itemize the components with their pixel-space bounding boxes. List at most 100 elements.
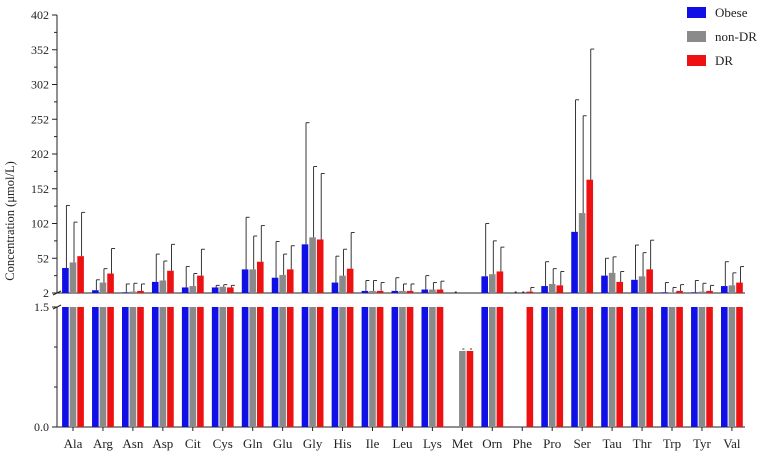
bar xyxy=(421,289,429,293)
bar xyxy=(99,282,107,293)
bar-lower xyxy=(586,307,594,427)
bar-lower xyxy=(271,307,279,427)
bar xyxy=(541,286,548,293)
bar xyxy=(586,179,594,293)
bar xyxy=(309,237,316,293)
bar xyxy=(376,290,384,293)
bar xyxy=(526,291,534,293)
bar-lower xyxy=(646,307,653,427)
x-tick-label: Met xyxy=(452,436,473,451)
bar-lower xyxy=(151,307,159,427)
y-tick-label: 102 xyxy=(31,217,49,231)
bar-lower xyxy=(369,307,376,427)
x-tick-label: Tyr xyxy=(693,436,712,451)
bar-lower xyxy=(227,307,234,427)
bar xyxy=(691,292,698,293)
bar-lower xyxy=(301,307,309,427)
bar xyxy=(429,289,436,293)
bar xyxy=(249,269,256,293)
bar-lower xyxy=(339,307,346,427)
y-tick-label: 352 xyxy=(31,43,49,57)
bar-lower xyxy=(496,307,504,427)
x-tick-label: Pro xyxy=(543,436,561,451)
bar xyxy=(578,213,586,293)
bar xyxy=(346,268,354,293)
bar xyxy=(159,280,167,293)
bar-lower xyxy=(309,307,316,427)
x-tick-label: Glu xyxy=(273,436,293,451)
bar xyxy=(616,281,623,293)
bar-lower xyxy=(676,307,683,427)
bar xyxy=(436,289,444,293)
x-tick-label: Tau xyxy=(602,436,622,451)
y-tick-label: 302 xyxy=(31,78,49,92)
bar xyxy=(406,290,414,293)
bar xyxy=(608,272,616,293)
bar xyxy=(227,287,234,293)
bar-lower xyxy=(219,307,227,427)
x-tick-label: Cys xyxy=(213,436,233,451)
bar xyxy=(257,261,264,293)
lower-panel: 1.5 0.0 xyxy=(34,300,745,434)
bar-lower xyxy=(361,307,369,427)
bar xyxy=(129,291,137,293)
bar-lower xyxy=(436,307,444,427)
bar-lower xyxy=(406,307,414,427)
bar xyxy=(736,282,743,293)
x-tick-label: His xyxy=(334,436,352,451)
bar xyxy=(361,290,369,293)
bar-lower xyxy=(167,307,174,427)
bar-lower xyxy=(137,307,144,427)
x-tick-label: Lys xyxy=(423,436,442,451)
bar-lower xyxy=(698,307,706,427)
bar xyxy=(638,276,646,293)
legend-label: non-DR xyxy=(715,29,757,44)
bar xyxy=(391,290,399,293)
bar xyxy=(189,286,197,293)
bar-lower xyxy=(728,307,736,427)
bar xyxy=(286,269,294,293)
bar-lower xyxy=(77,307,84,427)
bar xyxy=(661,292,668,293)
bar-lower xyxy=(92,307,99,427)
x-tick-label: Ser xyxy=(573,436,591,451)
bar-lower xyxy=(691,307,698,427)
bar-lower xyxy=(99,307,107,427)
bar-lower xyxy=(429,307,436,427)
bar-lower xyxy=(459,351,466,427)
upper-panel: 402 352 302 252 202 152 102 52 2 xyxy=(31,8,745,300)
bar xyxy=(698,291,706,293)
bar xyxy=(62,267,69,293)
bar-lower xyxy=(122,307,129,427)
bar-lower xyxy=(736,307,743,427)
bar-lower xyxy=(668,307,676,427)
bar-lower xyxy=(706,307,713,427)
bar xyxy=(167,270,174,293)
bar-lower xyxy=(316,307,324,427)
bar-lower xyxy=(189,307,197,427)
y-tick-label: 2 xyxy=(43,286,49,300)
bar xyxy=(676,290,683,293)
x-tick-label: Arg xyxy=(93,436,113,451)
legend-swatch xyxy=(687,31,706,42)
bar-lower xyxy=(257,307,264,427)
bar xyxy=(211,287,219,293)
bar-lower xyxy=(638,307,646,427)
bar xyxy=(151,281,159,293)
bar-lower xyxy=(69,307,77,427)
bar-lower xyxy=(107,307,114,427)
bar xyxy=(489,274,496,293)
bar-lower xyxy=(421,307,429,427)
bar xyxy=(107,273,114,293)
bar-lower xyxy=(601,307,608,427)
bar-lower xyxy=(346,307,354,427)
bar xyxy=(331,282,339,293)
bar-lower xyxy=(608,307,616,427)
bar xyxy=(548,283,556,293)
bar xyxy=(241,269,249,293)
bar xyxy=(339,275,346,293)
bar-lower xyxy=(481,307,488,427)
bar xyxy=(399,290,406,293)
bar-lower xyxy=(331,307,339,427)
y-tick-label: 0.0 xyxy=(34,420,49,434)
